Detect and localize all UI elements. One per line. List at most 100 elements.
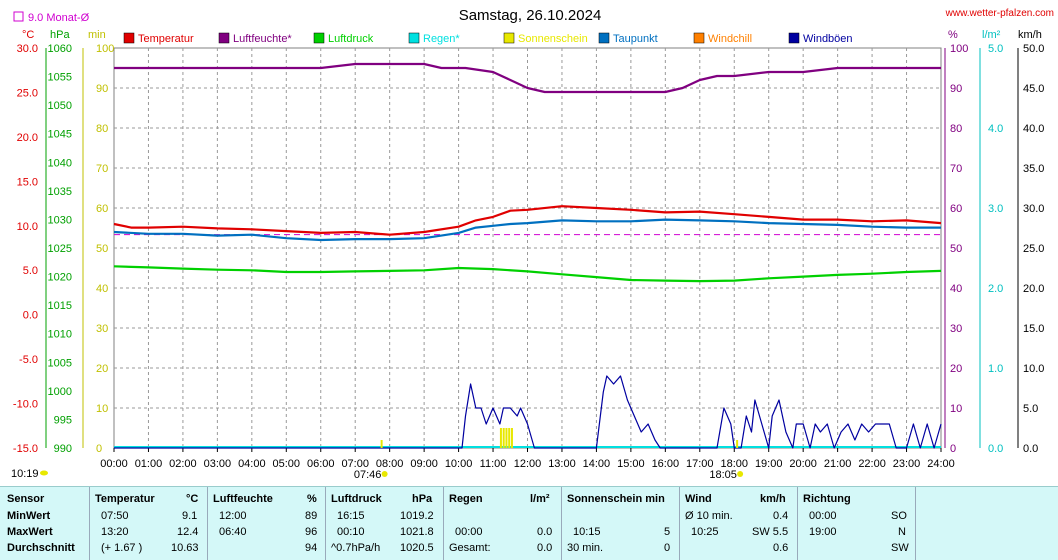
temp-tick-label: -10.0 xyxy=(13,399,38,411)
temp-tick-label: 10.0 xyxy=(17,221,38,233)
chart-axes: 30.0 25.0 20.0 15.0 10.0 5.0 0.0 -5.0 -10.0 -15.0… xyxy=(13,43,1045,470)
header-press-unit: hPa xyxy=(412,493,433,505)
min-tick-label: 10 xyxy=(96,403,108,415)
x-tick-label: 08:00 xyxy=(376,458,404,470)
press-unit-label: hPa xyxy=(50,29,70,41)
x-tick-label: 01:00 xyxy=(135,458,163,470)
header-hum: Luftfeuchte xyxy=(213,493,273,505)
min-tick-label: 40 xyxy=(96,283,108,295)
row-label-min: MinWert xyxy=(7,510,51,522)
x-tick-label: 03:00 xyxy=(204,458,232,470)
x-tick-label: 24:00 xyxy=(927,458,955,470)
min-tick-label: 60 xyxy=(96,203,108,215)
wind-tick-label: 10.0 xyxy=(1023,363,1044,375)
min-temp-val: 9.1 xyxy=(182,510,198,522)
temp-tick-label: -15.0 xyxy=(13,443,38,455)
press-tick-label: 1025 xyxy=(48,243,72,255)
legend-swatch xyxy=(788,32,800,44)
month-avg-label: 9.0 Monat-Ø xyxy=(28,12,90,24)
sunrise-marker-label: 07:46 xyxy=(354,469,382,481)
pct-tick-label: 50 xyxy=(950,243,962,255)
rain-tick-label: 0.0 xyxy=(988,443,1003,455)
wind-tick-label: 0.0 xyxy=(1023,443,1038,455)
max-wind-time: 10:25 xyxy=(691,526,719,538)
sun-icon xyxy=(737,471,744,477)
press-tick-label: 995 xyxy=(54,414,72,426)
month-avg-marker-icon xyxy=(13,11,24,22)
x-tick-label: 15:00 xyxy=(617,458,645,470)
max-temp-time: 13:20 xyxy=(101,526,129,538)
x-tick-label: 07:00 xyxy=(341,458,369,470)
header-rain-unit: l/m² xyxy=(530,493,550,505)
pct-tick-label: 0 xyxy=(950,443,956,455)
max-press-val: 1021.8 xyxy=(400,526,434,538)
pct-tick-label: 80 xyxy=(950,123,962,135)
rain-tick-label: 4.0 xyxy=(988,123,1003,135)
series-line-pct xyxy=(114,62,941,94)
x-tick-label: 19:00 xyxy=(755,458,783,470)
pct-tick-label: 20 xyxy=(950,363,962,375)
chart-legend: Temperatur Luftfeuchte* Luftdruck Regen* Son… xyxy=(123,32,853,45)
min-tick-label: 100 xyxy=(96,43,114,55)
header-sensor: Sensor xyxy=(7,493,45,505)
avg-sun-val: 0 xyxy=(664,542,671,554)
min-unit-label: min xyxy=(88,29,106,41)
wind-tick-label: 50.0 xyxy=(1023,43,1044,55)
press-tick-label: 1015 xyxy=(48,300,72,312)
x-tick-label: 09:00 xyxy=(410,458,438,470)
min-wind-label: Ø 10 min. xyxy=(685,510,733,522)
avg-press-val: 1020.5 xyxy=(400,542,434,554)
x-tick-label: 12:00 xyxy=(514,458,542,470)
max-dir-time: 19:00 xyxy=(809,526,837,538)
legend-label: Windchill xyxy=(708,33,752,45)
min-tick-label: 30 xyxy=(96,323,108,335)
temp-tick-label: -5.0 xyxy=(19,354,38,366)
max-dir-val: N xyxy=(898,526,906,538)
row-label-max: MaxWert xyxy=(7,526,53,538)
sunshine-bar xyxy=(502,428,505,448)
weather-chart: Samstag, 26.10.2024 www.wetter-pfalzen.c… xyxy=(11,7,1054,481)
header-wind: Wind xyxy=(685,493,712,505)
x-tick-label: 05:00 xyxy=(273,458,301,470)
chart-series xyxy=(113,62,942,449)
press-tick-label: 990 xyxy=(54,443,72,455)
max-wind-val: SW 5.5 xyxy=(752,526,789,538)
temp-tick-label: 20.0 xyxy=(17,132,38,144)
wind-unit-label: km/h xyxy=(1018,29,1042,41)
press-tick-label: 1010 xyxy=(48,329,72,341)
legend-swatch xyxy=(693,32,705,44)
header-wind-unit: km/h xyxy=(760,493,786,505)
pct-tick-label: 100 xyxy=(950,43,968,55)
min-tick-label: 70 xyxy=(96,163,108,175)
series-line-temp xyxy=(113,218,941,242)
min-dir-time: 00:00 xyxy=(809,510,837,522)
press-tick-label: 1000 xyxy=(48,386,72,398)
temp-unit-label: °C xyxy=(22,29,34,41)
min-temp-time: 07:50 xyxy=(101,510,129,522)
press-tick-label: 1060 xyxy=(48,43,72,55)
header-temp: Temperatur xyxy=(95,493,155,505)
avg-temp-trend: (+ 1.67 ) xyxy=(101,542,143,554)
min-tick-label: 20 xyxy=(96,363,108,375)
chart-grid xyxy=(113,47,942,449)
wind-tick-label: 5.0 xyxy=(1023,403,1038,415)
rain-tick-label: 3.0 xyxy=(988,203,1003,215)
x-tick-label: 23:00 xyxy=(893,458,921,470)
avg-rain-label: Gesamt: xyxy=(449,542,491,554)
min-hum-val: 89 xyxy=(305,510,318,522)
sunshine-bar xyxy=(510,428,513,448)
sunset-marker-label: 18:05 xyxy=(709,469,737,481)
max-sun-val: 5 xyxy=(664,526,671,538)
temp-tick-label: 15.0 xyxy=(17,176,38,188)
max-press-time: 00:10 xyxy=(337,526,365,538)
legend-swatch xyxy=(408,32,420,44)
header-rain: Regen xyxy=(449,493,483,505)
sunshine-bar xyxy=(505,428,508,448)
moon-time-label: 10:19 xyxy=(11,468,39,480)
row-label-avg: Durchschnitt xyxy=(7,542,75,554)
x-tick-label: 06:00 xyxy=(307,458,335,470)
press-tick-label: 1045 xyxy=(48,129,72,141)
x-tick-label: 20:00 xyxy=(789,458,817,470)
website-link[interactable]: www.wetter-pfalzen.com xyxy=(945,8,1054,19)
rain-tick-label: 2.0 xyxy=(988,283,1003,295)
